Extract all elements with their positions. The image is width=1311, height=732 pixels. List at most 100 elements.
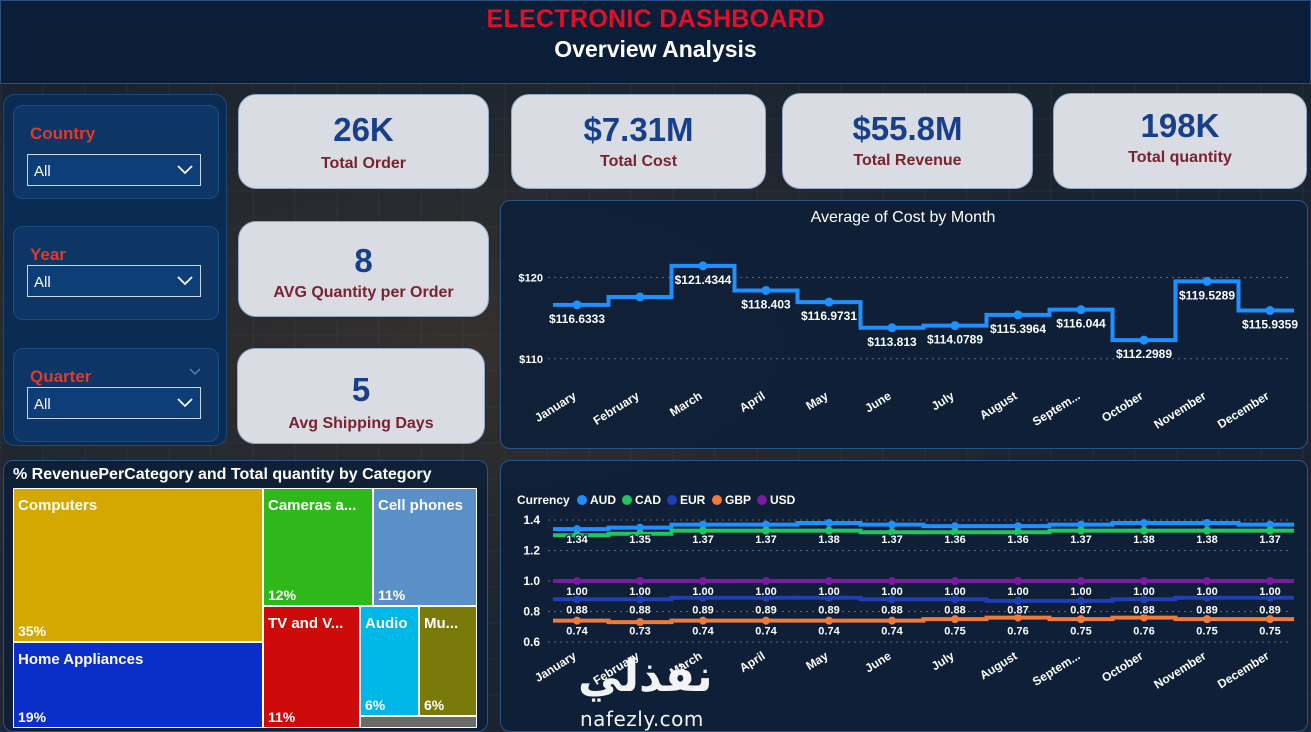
data-point bbox=[1014, 577, 1022, 585]
data-point bbox=[1140, 519, 1148, 528]
data-label: 1.00 bbox=[755, 586, 776, 598]
chevron-down-icon bbox=[177, 165, 193, 175]
data-label: 0.76 bbox=[1133, 626, 1154, 638]
dashboard-header: ELECTRONIC DASHBOARD Overview Analysis bbox=[0, 0, 1311, 84]
kpi-value: 26K bbox=[333, 111, 394, 148]
data-point bbox=[1077, 596, 1085, 605]
legend-entry: EUR bbox=[680, 493, 706, 507]
data-point bbox=[762, 577, 770, 585]
kpi-value: 198K bbox=[1140, 107, 1220, 144]
data-point bbox=[1014, 522, 1022, 531]
data-point bbox=[698, 261, 708, 271]
data-point bbox=[573, 616, 581, 625]
year-dropdown[interactable]: All bbox=[27, 265, 201, 297]
country-slicer: Country All bbox=[13, 105, 219, 199]
treemap-tile-percent: 6% bbox=[424, 697, 445, 713]
treemap-tile[interactable]: Home Appliances 19% bbox=[13, 642, 263, 728]
treemap-tile-other[interactable] bbox=[360, 716, 477, 728]
legend-entry: GBP bbox=[725, 493, 751, 507]
data-point bbox=[699, 577, 707, 585]
treemap-tile[interactable]: Cell phones 11% bbox=[373, 488, 477, 606]
data-label: 0.74 bbox=[818, 626, 840, 638]
treemap-tile[interactable]: Computers 35% bbox=[13, 488, 263, 642]
data-label: 0.74 bbox=[566, 626, 588, 638]
data-point bbox=[1266, 520, 1274, 529]
treemap-tile-label: TV and V... bbox=[268, 615, 344, 632]
data-label: 1.38 bbox=[818, 534, 839, 546]
kpi-value: $7.31M bbox=[583, 111, 694, 148]
data-label: 0.88 bbox=[629, 604, 650, 616]
data-label: 1.34 bbox=[566, 534, 588, 546]
year-slicer: Year All bbox=[13, 226, 219, 320]
data-label: 0.89 bbox=[755, 604, 776, 616]
currency-rate-panel bbox=[500, 460, 1308, 732]
x-tick-label: August bbox=[977, 649, 1019, 683]
y-tick-label: 1.0 bbox=[523, 574, 540, 588]
treemap-tile[interactable]: TV and V... 11% bbox=[263, 606, 360, 728]
data-label: 0.88 bbox=[1133, 604, 1154, 616]
quarter-dropdown[interactable]: All bbox=[27, 387, 201, 419]
data-label: 0.75 bbox=[1259, 626, 1280, 638]
data-point bbox=[1077, 577, 1085, 585]
data-point bbox=[888, 577, 896, 585]
kpi-label: Total quantity bbox=[1128, 149, 1232, 166]
currency-series-eur bbox=[553, 595, 1294, 603]
data-label: 1.00 bbox=[692, 586, 713, 598]
data-label: $115.3964 bbox=[990, 322, 1046, 336]
data-point bbox=[573, 531, 581, 540]
legend-entry: CAD bbox=[635, 493, 661, 507]
data-point bbox=[951, 615, 959, 624]
kpi-value: 8 bbox=[354, 242, 373, 279]
data-point bbox=[1203, 519, 1211, 528]
kpi-card-avg-shipping-days: 5 Avg Shipping Days bbox=[237, 348, 485, 444]
data-point bbox=[573, 595, 581, 604]
data-point bbox=[1140, 613, 1148, 622]
data-label: 1.37 bbox=[755, 534, 776, 546]
x-tick-label: June bbox=[862, 649, 893, 676]
data-label: 0.89 bbox=[818, 604, 839, 616]
chevron-down-icon[interactable] bbox=[188, 367, 202, 377]
country-dropdown[interactable]: All bbox=[27, 154, 201, 186]
data-point bbox=[573, 525, 581, 534]
data-point bbox=[1014, 596, 1022, 605]
chart-title: Average of Cost by Month bbox=[811, 209, 996, 226]
data-point bbox=[1203, 577, 1211, 585]
data-point bbox=[888, 616, 896, 625]
data-point bbox=[572, 300, 582, 310]
data-label: 1.37 bbox=[692, 534, 713, 546]
data-point bbox=[636, 523, 644, 532]
chevron-down-icon bbox=[177, 398, 193, 408]
data-label: 0.75 bbox=[1196, 626, 1217, 638]
treemap-tile-label: Mu... bbox=[424, 615, 459, 632]
data-label: 1.00 bbox=[1007, 586, 1028, 598]
data-point bbox=[636, 577, 644, 585]
data-point bbox=[636, 618, 644, 627]
y-tick-label: 0.6 bbox=[523, 635, 540, 649]
data-label: $115.9359 bbox=[1242, 318, 1298, 332]
country-dropdown-value: All bbox=[34, 163, 51, 180]
data-point bbox=[825, 616, 833, 625]
treemap-tile[interactable]: Mu... 6% bbox=[419, 606, 477, 716]
data-point bbox=[1266, 526, 1274, 535]
treemap-tile[interactable]: Audio 6% bbox=[360, 606, 419, 716]
data-label: 1.00 bbox=[1070, 586, 1091, 598]
y-tick-label: 1.4 bbox=[523, 513, 540, 527]
treemap-tile-label: Cameras a... bbox=[268, 497, 357, 514]
x-tick-label: June bbox=[862, 389, 893, 416]
data-point bbox=[1203, 526, 1211, 535]
x-tick-label: November bbox=[1151, 388, 1208, 431]
data-point bbox=[1077, 526, 1085, 535]
data-point bbox=[1077, 520, 1085, 529]
data-label: 0.87 bbox=[1007, 604, 1028, 616]
data-label: 1.00 bbox=[818, 586, 839, 598]
data-point bbox=[888, 595, 896, 604]
data-label: 1.38 bbox=[1196, 534, 1217, 546]
x-tick-label: July bbox=[929, 649, 957, 674]
country-slicer-label: Country bbox=[30, 124, 96, 143]
kpi-card-total-order: 26K Total Order bbox=[238, 94, 489, 189]
data-label: 1.00 bbox=[1133, 586, 1154, 598]
data-point bbox=[1266, 615, 1274, 624]
data-point bbox=[888, 520, 896, 529]
treemap-tile[interactable]: Cameras a... 12% bbox=[263, 488, 373, 606]
data-point bbox=[761, 285, 771, 295]
